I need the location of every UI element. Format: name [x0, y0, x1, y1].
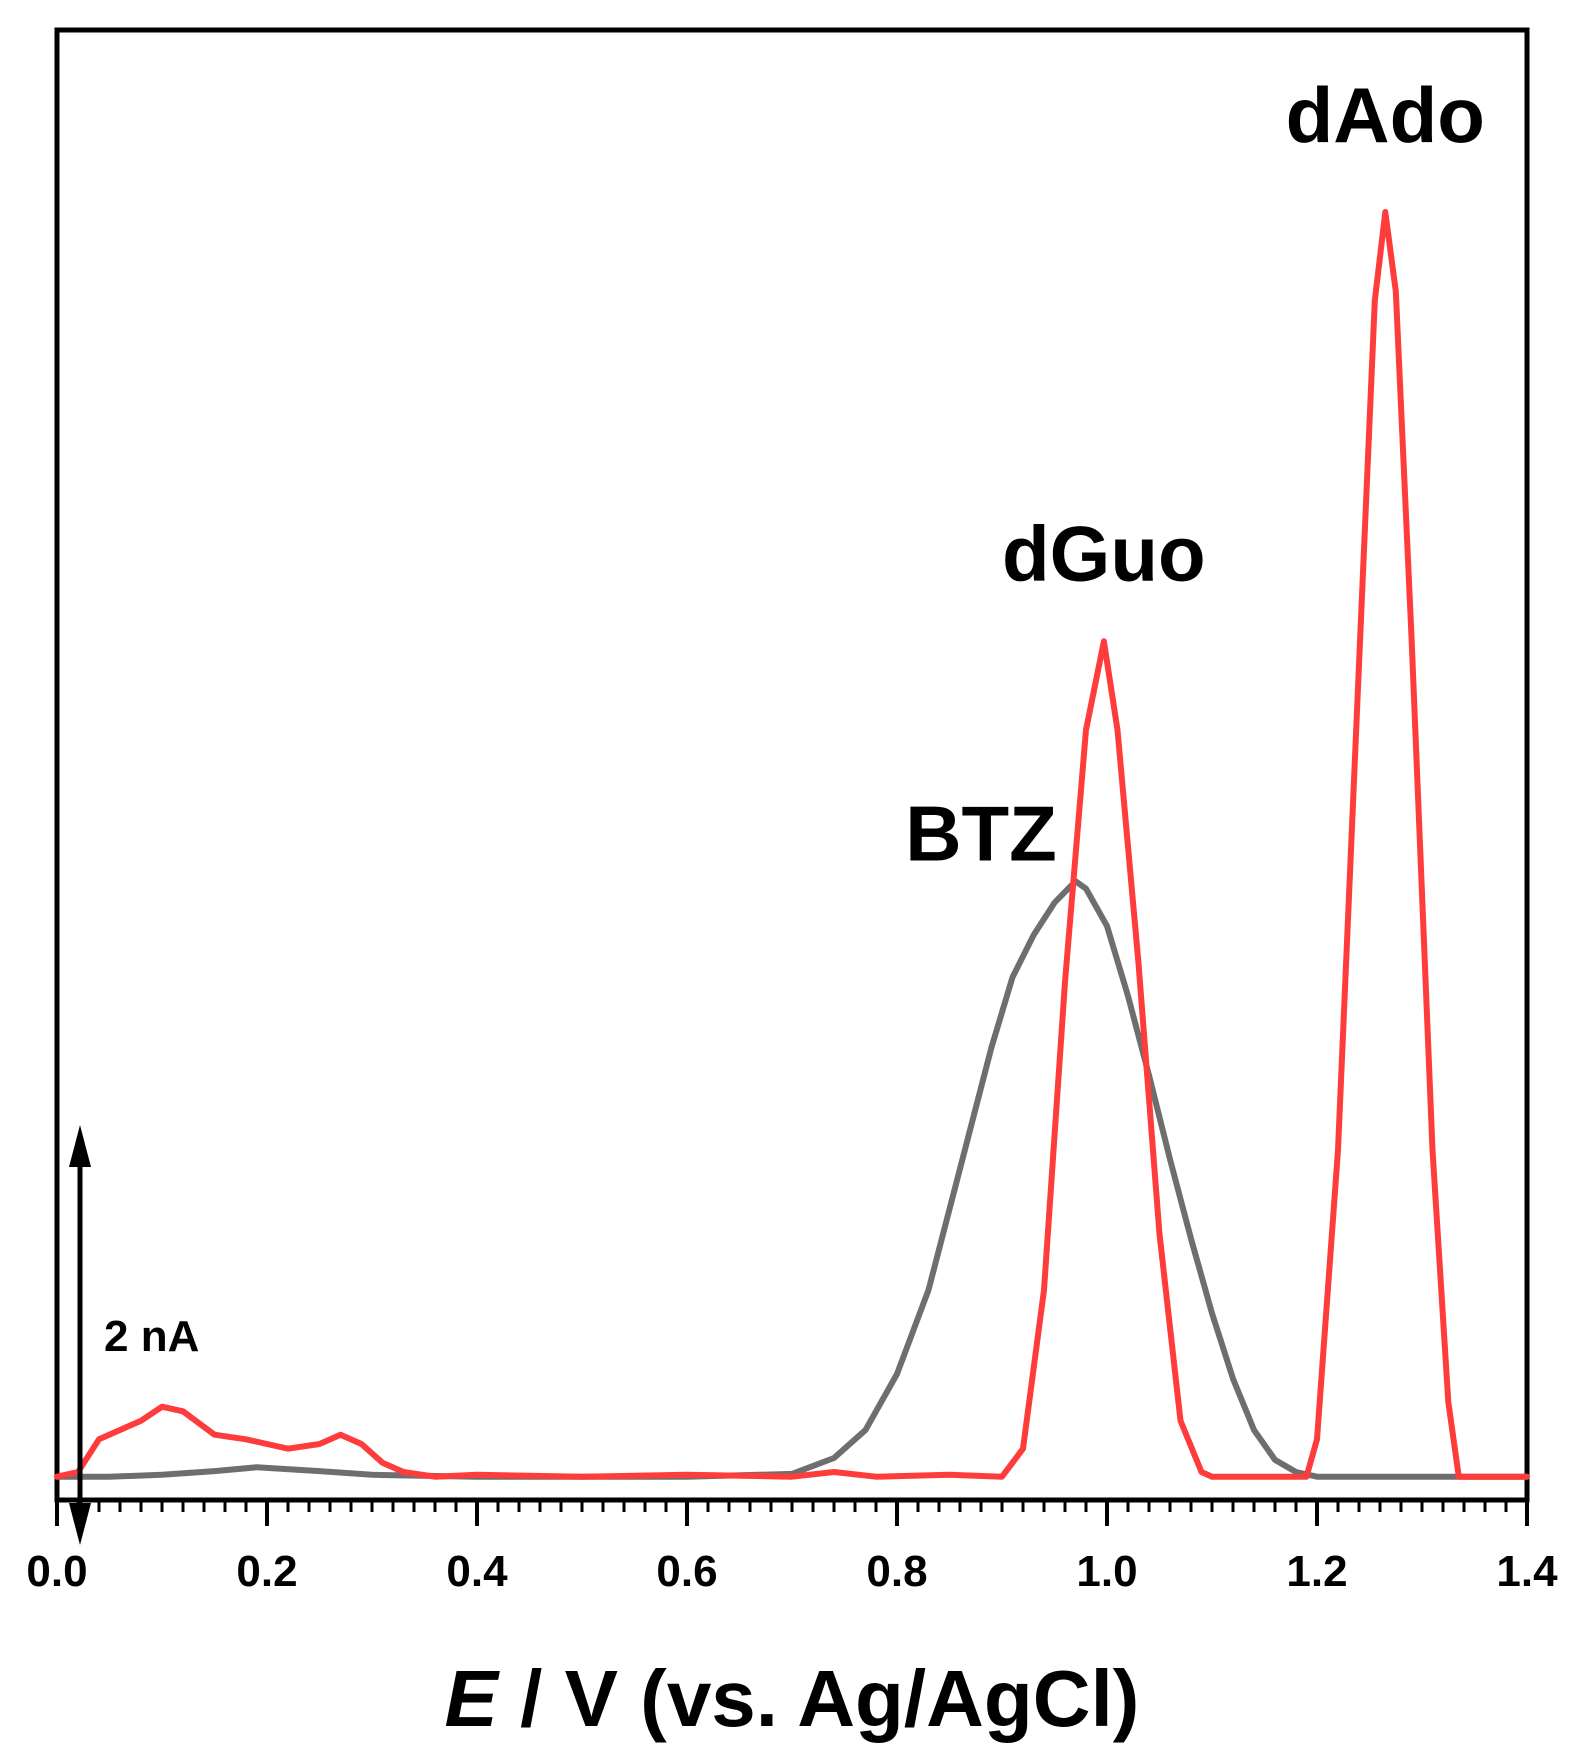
peak-label-dado: dAdo [1286, 71, 1485, 159]
x-tick-label: 0.4 [446, 1547, 508, 1596]
peak-label-btz: BTZ [905, 790, 1057, 878]
scale-bar: 2 nA [69, 1125, 199, 1545]
x-tick-label: 0.2 [236, 1547, 297, 1596]
x-major-ticks [55, 1500, 1529, 1526]
x-axis-title-unit: / V (vs. Ag/AgCl) [498, 1654, 1140, 1743]
plot-frame [54, 27, 1530, 1503]
x-tick-label: 1.4 [1496, 1547, 1558, 1596]
scale-bar-arrow-up-icon [69, 1125, 91, 1167]
scale-bar-label: 2 nA [104, 1312, 199, 1361]
x-tick-label: 0.0 [26, 1547, 87, 1596]
x-tick-label: 1.2 [1286, 1547, 1347, 1596]
x-tick-label: 0.6 [656, 1547, 717, 1596]
x-minor-ticks [76, 1500, 1508, 1512]
x-tick-label: 1.0 [1076, 1547, 1137, 1596]
scale-bar-arrow-down-icon [69, 1503, 91, 1545]
peak-label-dguo: dGuo [1002, 510, 1206, 598]
x-tick-labels: 0.0 0.2 0.4 0.6 0.8 1.0 1.2 1.4 [26, 1547, 1558, 1596]
x-axis-title-symbol: E [445, 1654, 501, 1743]
series-line-2 [54, 209, 1530, 1480]
x-axis-title: E / V (vs. Ag/AgCl) [445, 1654, 1140, 1743]
x-tick-label: 0.8 [866, 1547, 927, 1596]
series-line-1 [54, 878, 1530, 1480]
peak-annotations: dAdo dGuo BTZ [905, 71, 1485, 878]
series-group [54, 209, 1530, 1480]
